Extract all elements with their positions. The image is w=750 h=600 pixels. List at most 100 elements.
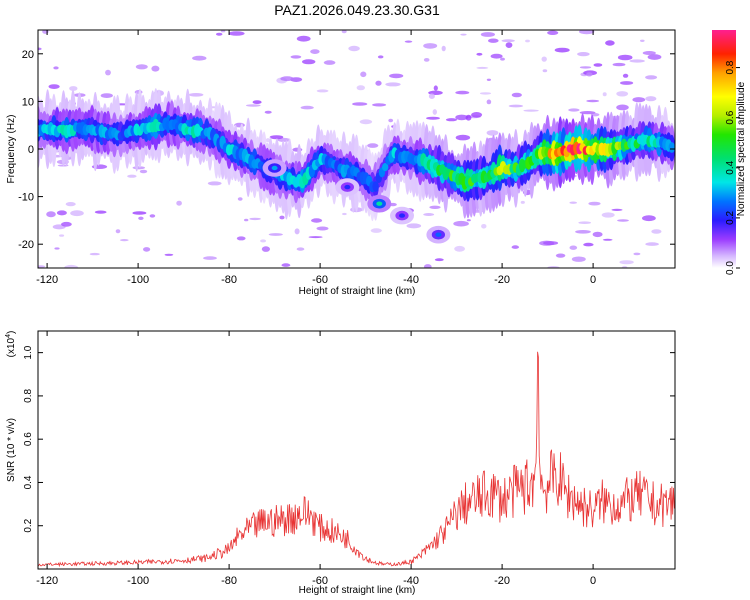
snr-y-ticks: 0.2 0.4 0.6 0.8 1.0	[23, 345, 675, 533]
noise-cell	[290, 55, 302, 59]
noise-cell	[523, 109, 539, 112]
x-tick-label: 0	[590, 274, 596, 286]
noise-cell	[602, 92, 607, 97]
y-tick-label: 0.2	[23, 518, 34, 532]
noise-cell	[359, 119, 373, 125]
noise-cell	[367, 143, 379, 148]
snr-series-line	[38, 351, 675, 568]
noise-cell	[568, 108, 580, 112]
noise-cell	[486, 130, 499, 136]
snr-panel: -120 -100 -80 -60 -40 -20 0 0.2 0.4 0.6 0.8 1.0 He…	[5, 330, 676, 596]
noise-cell	[46, 211, 56, 218]
colorbar-gradient	[712, 30, 736, 268]
noise-cell	[619, 260, 634, 265]
colorbar-label: Normalized spectral amplitude	[736, 81, 747, 216]
noise-cell	[176, 200, 182, 206]
x-tick-label: -80	[221, 575, 237, 587]
noise-cell	[281, 263, 291, 267]
y-tick-label: 0	[28, 144, 34, 156]
x-tick-label: -60	[312, 575, 328, 587]
noise-cell	[488, 38, 499, 43]
noise-cell	[622, 73, 629, 78]
spectrogram-y-ticks: -20 -10 0 10 20	[18, 49, 675, 251]
noise-cell	[244, 218, 249, 222]
noise-cell	[445, 118, 458, 122]
noise-cell	[237, 197, 243, 201]
noise-cell	[621, 265, 628, 268]
blob-cell	[376, 201, 383, 206]
noise-cell	[511, 92, 522, 98]
noise-cell	[94, 210, 107, 214]
noise-cell	[370, 228, 382, 233]
noise-cell	[616, 91, 629, 97]
noise-cell	[441, 45, 446, 52]
noise-cell	[311, 218, 323, 223]
noise-cell	[455, 90, 470, 95]
noise-cell	[264, 110, 272, 114]
ridge-cell	[372, 181, 379, 192]
noise-cell	[592, 231, 603, 238]
noise-cell	[356, 85, 365, 91]
noise-cell	[590, 113, 600, 117]
noise-cell	[542, 69, 548, 73]
noise-cell	[611, 208, 623, 211]
noise-cell	[296, 35, 311, 42]
noise-cell	[642, 215, 656, 222]
noise-cell	[207, 181, 222, 186]
noise-cell	[423, 213, 435, 216]
noise-cell	[640, 39, 645, 42]
noise-cell	[342, 212, 347, 216]
noise-cell	[632, 97, 646, 103]
noise-cell	[479, 92, 492, 95]
noise-cell	[433, 85, 438, 91]
x-tick-label: -40	[403, 575, 419, 587]
noise-cell	[547, 30, 559, 35]
colorbar-tick-label: 0.0	[725, 261, 736, 275]
x-tick-label: -20	[494, 274, 510, 286]
noise-cell	[578, 221, 591, 224]
noise-cell	[341, 30, 347, 34]
noise-cell	[216, 32, 223, 36]
x-tick-label: -80	[221, 274, 237, 286]
noise-cell	[56, 210, 67, 216]
noise-cell	[268, 233, 283, 236]
noise-cell	[602, 238, 613, 241]
noise-cell	[579, 66, 592, 69]
noise-cell	[352, 102, 368, 106]
snr-x-label: Height of straight line (km)	[299, 585, 416, 596]
noise-cell	[645, 75, 658, 80]
x-tick-label: -120	[36, 575, 58, 587]
blob-cell	[435, 232, 442, 237]
noise-cell	[389, 73, 404, 79]
noise-cell	[280, 76, 294, 82]
noise-cell	[316, 89, 329, 93]
snr-y-label: SNR (10 * v/v)	[6, 418, 17, 482]
noise-cell	[616, 104, 629, 111]
noise-cell	[617, 54, 633, 61]
x-tick-label: -40	[403, 274, 419, 286]
noise-cell	[645, 242, 659, 246]
noise-cell	[500, 57, 505, 61]
noise-cell	[605, 40, 615, 46]
x-tick-label: -100	[127, 575, 149, 587]
noise-cell	[647, 54, 662, 60]
blob-cell	[344, 184, 351, 190]
noise-cell	[471, 112, 483, 118]
noise-cell	[300, 105, 314, 110]
noise-cell	[261, 246, 270, 252]
noise-cell	[48, 84, 60, 89]
noise-cell	[132, 211, 147, 215]
spectrogram-x-label: Height of straight line (km)	[299, 286, 416, 297]
noise-cell	[308, 236, 323, 239]
noise-cell	[105, 69, 111, 76]
colorbar: 0.0 0.2 0.4 0.6 0.8 Normalized spectral ampl…	[712, 30, 747, 275]
noise-cell	[404, 40, 413, 43]
noise-cell	[511, 245, 519, 249]
noise-cell	[65, 202, 76, 207]
x-tick-label: -20	[494, 575, 510, 587]
x-tick-label: -60	[312, 274, 328, 286]
noise-cell	[593, 63, 603, 67]
blob-cell	[271, 165, 278, 171]
noise-cell	[192, 55, 207, 61]
